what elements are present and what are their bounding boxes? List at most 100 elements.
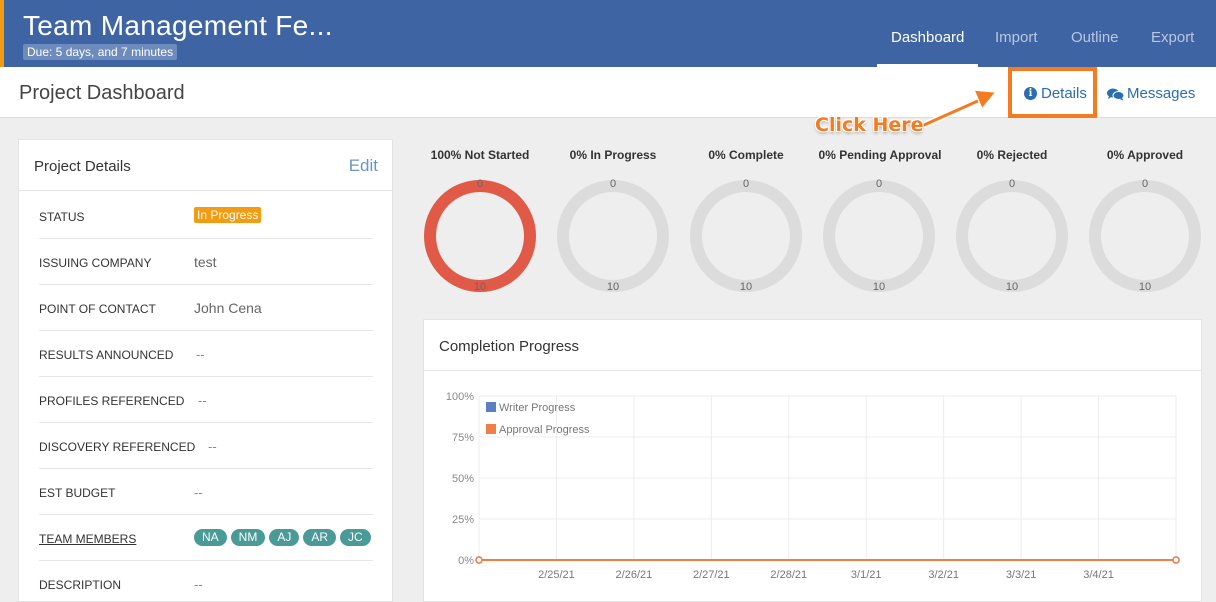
stat-label-rejected: 0% Rejected	[976, 148, 1048, 162]
info-icon: i	[1024, 87, 1037, 100]
detail-label: STATUS	[39, 210, 85, 224]
x-tick-label: 3/2/21	[928, 569, 959, 581]
detail-row-status: STATUS In Progress	[39, 193, 373, 239]
x-tick-label: 3/3/21	[1006, 569, 1037, 581]
detail-value: --	[196, 347, 205, 362]
detail-row-results-announced: RESULTS ANNOUNCED --	[39, 331, 373, 377]
detail-label: ISSUING COMPANY	[39, 256, 152, 270]
donut-track	[1089, 180, 1201, 292]
donut-max-label: 10	[1006, 281, 1018, 293]
panel-header: Completion Progress	[424, 320, 1201, 371]
donut-min-label: 0	[1009, 178, 1015, 190]
x-tick-label: 3/4/21	[1083, 569, 1114, 581]
detail-value: --	[194, 577, 203, 592]
donut-track	[690, 180, 802, 292]
team-member-chips: NA NM AJ AR JC	[194, 529, 371, 546]
click-here-annotation: Click Here	[815, 114, 924, 136]
y-tick-label: 0%	[458, 555, 474, 567]
y-tick-label: 25%	[452, 514, 474, 526]
member-chip[interactable]: NM	[230, 529, 266, 546]
tab-dashboard[interactable]: Dashboard	[891, 29, 965, 46]
donut-min-label: 0	[743, 178, 749, 190]
card-title: Project Details	[34, 158, 131, 175]
detail-row-point-of-contact: POINT OF CONTACT John Cena	[39, 285, 373, 331]
sub-header: Project Dashboard i Details Messages	[0, 67, 1216, 118]
edit-button[interactable]: Edit	[348, 156, 378, 175]
annotation-arrow	[921, 89, 998, 128]
series-point	[475, 556, 483, 564]
x-tick-label: 3/1/21	[851, 569, 882, 581]
detail-value: --	[198, 393, 207, 408]
detail-value: --	[194, 485, 203, 500]
legend-swatch	[486, 402, 496, 412]
donut-track	[956, 180, 1068, 292]
detail-label: PROFILES REFERENCED	[39, 394, 185, 408]
messages-button[interactable]: Messages	[1107, 85, 1195, 102]
tab-export[interactable]: Export	[1151, 29, 1195, 46]
detail-row-discovery-referenced: DISCOVERY REFERENCED --	[39, 423, 373, 469]
donut-track	[823, 180, 935, 292]
details-button[interactable]: i Details	[1024, 85, 1087, 102]
panel-title: Completion Progress	[439, 338, 580, 355]
detail-value: --	[208, 439, 217, 454]
x-tick-label: 2/26/21	[616, 569, 653, 581]
y-tick-label: 75%	[452, 432, 474, 444]
stat-label-approved: 0% Approved	[1106, 148, 1184, 162]
legend-label: Approval Progress	[499, 424, 590, 436]
card-header: Project Details Edit	[19, 140, 392, 191]
detail-label: DESCRIPTION	[39, 578, 122, 592]
status-badge: In Progress	[194, 207, 262, 223]
donut-max-label: 10	[873, 281, 885, 293]
details-highlight-box	[1008, 67, 1097, 118]
stat-label-pending-approval: 0% Pending Approval	[818, 148, 942, 162]
donut-min-label: 0	[1142, 178, 1148, 190]
project-title: Team Management Fe...	[23, 10, 333, 41]
member-chip[interactable]: AR	[303, 529, 337, 546]
x-tick-label: 2/25/21	[538, 569, 575, 581]
detail-label: EST BUDGET	[39, 486, 116, 500]
detail-row-est-budget: EST BUDGET --	[39, 469, 373, 515]
detail-row-issuing-company: ISSUING COMPANY test	[39, 239, 373, 285]
page-title: Project Dashboard	[19, 82, 185, 104]
donut-max-label: 10	[607, 281, 619, 293]
donut-max-label: 10	[474, 281, 486, 293]
detail-label: DISCOVERY REFERENCED	[39, 440, 196, 454]
detail-value: John Cena	[194, 300, 262, 316]
details-label: Details	[1041, 85, 1087, 102]
project-details-card: Project Details Edit STATUS In Progress …	[18, 139, 393, 602]
messages-label: Messages	[1127, 85, 1196, 102]
active-tab-indicator	[877, 64, 978, 67]
detail-label: POINT OF CONTACT	[39, 302, 156, 316]
series-point	[1172, 556, 1180, 564]
tab-import[interactable]: Import	[995, 29, 1038, 46]
tab-outline[interactable]: Outline	[1071, 29, 1119, 46]
donut-max-label: 10	[740, 281, 752, 293]
member-chip[interactable]: AJ	[269, 529, 300, 546]
donut-charts: 0 10 0 10 0 10 0 10 0 10 0 10	[424, 178, 1201, 293]
member-chip[interactable]: JC	[340, 529, 371, 546]
comments-icon	[1107, 88, 1125, 100]
stat-label-in-progress: 0% In Progress	[569, 148, 657, 162]
header-accent-edge	[0, 0, 4, 67]
donut-min-label: 0	[876, 178, 882, 190]
detail-label: RESULTS ANNOUNCED	[39, 348, 174, 362]
legend-swatch	[486, 424, 496, 434]
completion-progress-panel: Completion Progress 100% 75% 50% 25% 0% 2/25/…	[423, 319, 1202, 602]
donut-track	[557, 180, 669, 292]
donut-fill	[424, 180, 536, 292]
detail-value: test	[194, 254, 217, 270]
x-tick-label: 2/28/21	[770, 569, 807, 581]
team-members-link[interactable]: TEAM MEMBERS	[39, 532, 137, 546]
completion-line-chart: 100% 75% 50% 25% 0% 2/25/21 2/26/21 2/27/21 2/28…	[446, 391, 1180, 581]
donut-min-label: 0	[477, 178, 483, 190]
y-tick-label: 50%	[452, 473, 474, 485]
stat-label-complete: 0% Complete	[708, 148, 784, 162]
detail-row-description: DESCRIPTION --	[39, 561, 373, 602]
detail-row-team-members: TEAM MEMBERS NA NM AJ AR JC	[39, 515, 373, 561]
member-chip[interactable]: NA	[194, 529, 227, 546]
due-badge: Due: 5 days, and 7 minutes	[23, 44, 178, 60]
donut-min-label: 0	[610, 178, 616, 190]
top-header: Team Management Fe... Due: 5 days, and 7…	[0, 0, 1216, 67]
stat-label-not-started: 100% Not Started	[430, 148, 530, 162]
legend-label: Writer Progress	[499, 402, 576, 414]
